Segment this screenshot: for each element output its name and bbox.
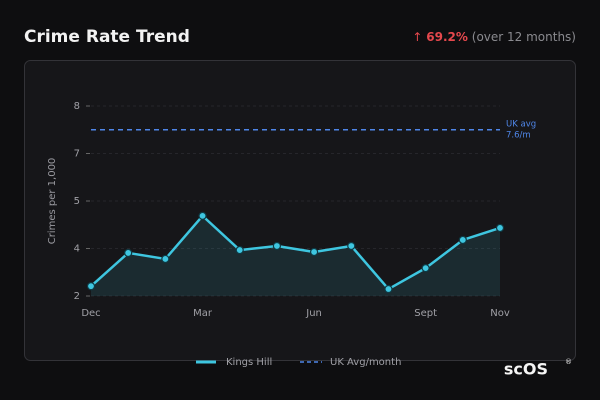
y-tick-label: 7: [74, 149, 80, 160]
x-tick-label: Mar: [193, 308, 213, 319]
point: [198, 211, 207, 220]
line: [90, 214, 501, 291]
point: [458, 235, 467, 245]
x-tick-label: Sept: [414, 308, 437, 319]
point: [161, 254, 170, 264]
point: [235, 245, 244, 255]
reference-annotation: UK avg: [506, 119, 536, 129]
card: [24, 60, 576, 361]
change-value: 69.2%: [426, 30, 468, 44]
watermark-mark: ®: [565, 358, 572, 366]
change: ↑ 69.2% (over 12 months): [412, 30, 576, 44]
reference-annotation: 7.6/m: [506, 130, 531, 140]
change-arrow: ↑: [412, 30, 422, 44]
y-tick-label: 5: [74, 196, 80, 207]
watermark: scOS: [504, 360, 548, 379]
title: Crime Rate Trend: [24, 27, 190, 47]
x-tick-label: Dec: [81, 308, 100, 319]
x-tick-label: Nov: [490, 308, 510, 319]
point: [421, 264, 430, 273]
x-tick-label: Jun: [305, 308, 322, 319]
legend-label: UK Avg/month: [330, 357, 401, 368]
point: [124, 248, 133, 258]
y-tick-label: 8: [74, 101, 80, 112]
y-tick-label: 2: [74, 291, 80, 302]
point: [272, 241, 282, 251]
point: [347, 241, 356, 251]
point: [495, 223, 505, 233]
legend-label: Kings Hill: [226, 357, 272, 368]
area: [91, 215, 500, 296]
point: [86, 282, 96, 291]
y-tick-label: 4: [74, 244, 80, 255]
point: [384, 284, 393, 294]
y-axis-label: Crimes per 1,000: [47, 158, 58, 245]
change-note: (over 12 months): [472, 30, 576, 44]
point: [309, 247, 319, 257]
